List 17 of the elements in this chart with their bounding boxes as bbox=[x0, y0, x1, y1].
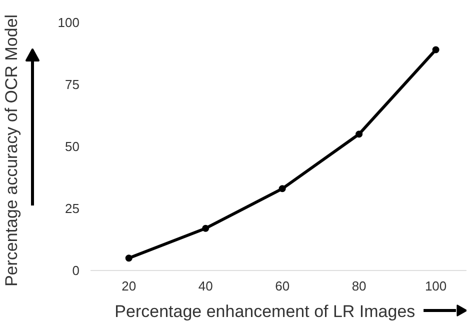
x-axis-title: Percentage enhancement of LR Images bbox=[114, 302, 416, 321]
point bbox=[356, 130, 363, 138]
x-tick-label: 40 bbox=[198, 278, 213, 294]
point bbox=[432, 46, 440, 54]
y-tick-label: 0 bbox=[72, 263, 80, 278]
y-tick-label: 100 bbox=[58, 15, 80, 30]
x-tick-label: 20 bbox=[122, 278, 136, 294]
x-tick-label: 80 bbox=[352, 278, 366, 294]
y-axis-title: Percentage accuracy of OCR Model bbox=[2, 14, 21, 287]
y-tick-label: 50 bbox=[65, 139, 80, 154]
point bbox=[278, 185, 286, 192]
y-tick-label: 75 bbox=[65, 77, 80, 92]
x-tick-label: 60 bbox=[275, 278, 290, 294]
x-tick-label: 100 bbox=[424, 278, 447, 294]
y-tick-label: 25 bbox=[65, 201, 80, 216]
point bbox=[202, 224, 210, 232]
point bbox=[125, 254, 132, 262]
